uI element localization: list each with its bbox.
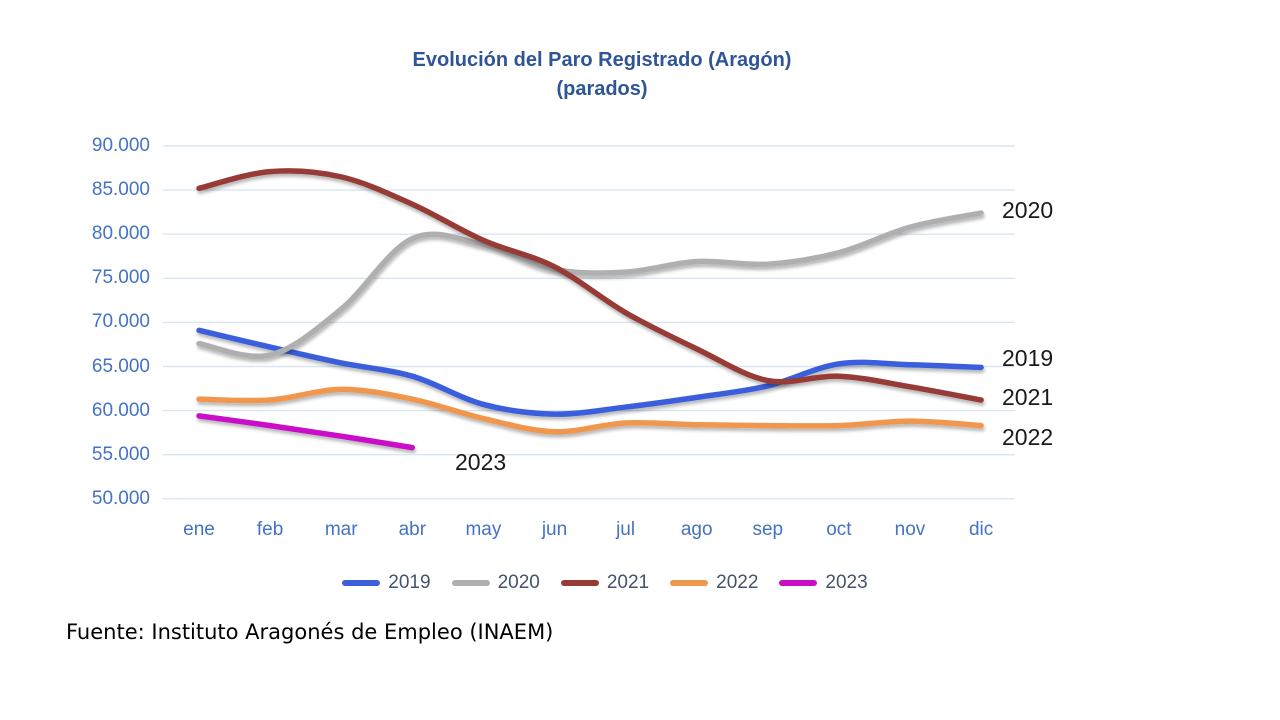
legend-swatch-2022 xyxy=(670,580,709,586)
legend: 2019 2020 2021 2022 2023 xyxy=(0,572,1210,594)
x-axis-tick-label: mar xyxy=(324,519,358,540)
legend-label: 2021 xyxy=(606,572,650,593)
series-end-label-2020: 2020 xyxy=(1002,197,1054,223)
series-line-2020 xyxy=(196,210,984,359)
series-end-label-2022: 2022 xyxy=(1002,424,1054,450)
chart-title-line2: (parados) xyxy=(556,78,648,100)
x-axis-tick-label: dic xyxy=(968,519,994,540)
source-note: Fuente: Instituto Aragonés de Empleo (IN… xyxy=(66,620,554,644)
chart-title: Evolución del Paro Registrado (Aragón) (… xyxy=(302,46,902,104)
y-axis-tick-label: 55.000 xyxy=(91,443,150,465)
y-axis-tick-label: 60.000 xyxy=(91,399,150,421)
legend-swatch-2021 xyxy=(560,580,599,586)
chart-title-line1: Evolución del Paro Registrado (Aragón) xyxy=(412,49,792,71)
series-line-2022 xyxy=(196,386,984,435)
legend-item-2021: 2021 xyxy=(560,572,650,594)
series-end-label-2019: 2019 xyxy=(1002,345,1054,371)
legend-item-2020: 2020 xyxy=(451,572,540,594)
x-axis-tick-label: ago xyxy=(680,519,713,540)
legend-swatch-2023 xyxy=(779,580,818,586)
series-line-2021 xyxy=(196,168,984,403)
x-axis-tick-label: jul xyxy=(616,519,636,540)
legend-label: 2022 xyxy=(716,572,759,593)
x-axis-tick-label: may xyxy=(465,519,502,540)
series-line-2023 xyxy=(196,413,416,451)
y-axis-tick-label: 50.000 xyxy=(91,487,150,509)
x-axis-tick-label: nov xyxy=(894,519,926,540)
x-axis-tick-label: feb xyxy=(256,519,284,540)
series-end-label-2023: 2023 xyxy=(455,449,507,475)
y-axis-tick-label: 85.000 xyxy=(91,179,150,201)
x-axis-tick-label: jun xyxy=(541,519,568,540)
series-line-2019 xyxy=(196,327,984,417)
y-axis-tick-label: 75.000 xyxy=(91,267,150,289)
legend-label: 2019 xyxy=(388,572,431,593)
y-axis-tick-label: 70.000 xyxy=(91,311,150,333)
legend-swatch-2020 xyxy=(451,580,490,586)
y-axis-tick-label: 65.000 xyxy=(91,355,150,377)
legend-label: 2023 xyxy=(825,572,868,593)
y-axis-tick-label: 80.000 xyxy=(91,223,150,245)
x-axis-tick-label: abr xyxy=(398,519,427,540)
x-axis-tick-label: sep xyxy=(752,519,784,540)
x-axis-tick-label: oct xyxy=(826,519,852,540)
series-end-label-2021: 2021 xyxy=(1002,384,1054,410)
y-axis-tick-label: 90.000 xyxy=(91,135,150,156)
legend-item-2019: 2019 xyxy=(342,572,431,594)
legend-item-2023: 2023 xyxy=(779,572,868,594)
x-axis-tick-label: ene xyxy=(183,519,215,540)
legend-label: 2020 xyxy=(497,572,540,593)
legend-swatch-2019 xyxy=(342,580,381,586)
legend-item-2022: 2022 xyxy=(670,572,758,594)
